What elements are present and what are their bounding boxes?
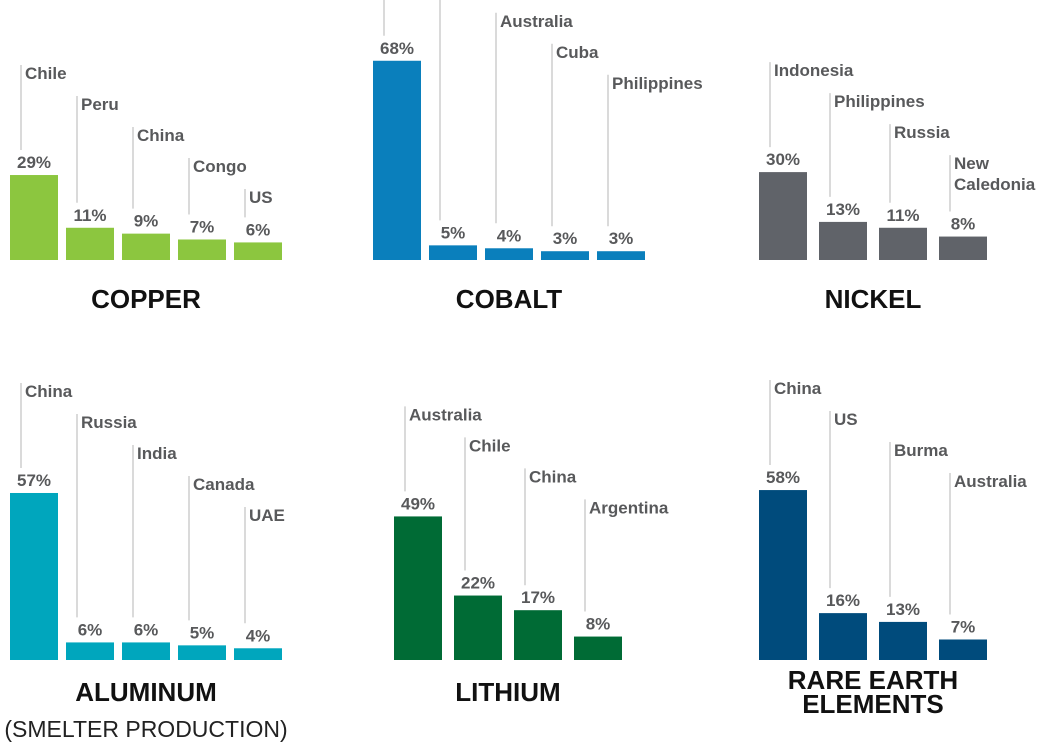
nickel-value-label: 13% — [826, 200, 860, 219]
rare-earth-elements-bar — [759, 490, 807, 660]
lithium-bar — [394, 516, 442, 660]
copper-title: COPPER — [91, 284, 201, 314]
rare-earth-elements-category-label: US — [834, 410, 858, 429]
copper-bar — [178, 239, 226, 260]
aluminum-bar — [66, 642, 114, 660]
copper-value-label: 7% — [190, 217, 215, 236]
lithium-bar — [574, 636, 622, 660]
cobalt-bar — [597, 251, 645, 260]
nickel-value-label: 11% — [886, 206, 919, 225]
cobalt-value-label: 3% — [609, 229, 634, 248]
rare-earth-elements-title: ELEMENTS — [802, 689, 944, 719]
copper-category-label: US — [249, 188, 273, 207]
cobalt-category-label: Australia — [500, 12, 573, 31]
lithium-category-label: Chile — [469, 436, 511, 455]
cobalt-category-label: Philippines — [612, 74, 703, 93]
nickel-value-label: 8% — [951, 215, 976, 234]
aluminum-category-label: India — [137, 444, 177, 463]
copper-category-label: Peru — [81, 95, 119, 114]
cobalt-bar — [485, 248, 533, 260]
lithium-category-label: Argentina — [589, 498, 669, 517]
copper-category-label: Chile — [25, 64, 67, 83]
copper-bar — [66, 227, 114, 260]
cobalt-bar — [373, 60, 421, 261]
rare-earth-elements-value-label: 58% — [766, 468, 800, 487]
lithium-bar — [514, 610, 562, 660]
nickel-bar — [759, 172, 807, 260]
aluminum-category-label: China — [25, 382, 73, 401]
cobalt-value-label: 4% — [497, 226, 522, 245]
aluminum-value-label: 57% — [17, 471, 51, 490]
copper-category-label: Congo — [193, 157, 247, 176]
lithium-value-label: 49% — [401, 494, 435, 513]
aluminum-value-label: 4% — [246, 626, 271, 645]
lithium-category-label: China — [529, 467, 577, 486]
aluminum-category-label: Canada — [193, 475, 255, 494]
aluminum-value-label: 5% — [190, 623, 215, 642]
nickel-category-label: Philippines — [834, 92, 925, 111]
aluminum-bar — [10, 492, 58, 660]
lithium-value-label: 22% — [461, 574, 495, 593]
aluminum-value-label: 6% — [78, 620, 103, 639]
rare-earth-elements-value-label: 13% — [886, 600, 920, 619]
nickel-title: NICKEL — [825, 284, 922, 314]
cobalt-value-label: 68% — [380, 39, 414, 58]
cobalt-title: COBALT — [456, 284, 563, 314]
nickel-bar — [819, 221, 867, 260]
rare-earth-elements-category-label: China — [774, 379, 822, 398]
lithium-value-label: 17% — [521, 588, 555, 607]
copper-value-label: 11% — [73, 206, 106, 225]
aluminum-category-label: UAE — [249, 506, 285, 525]
nickel-bar — [879, 227, 927, 260]
aluminum-title: ALUMINUM — [75, 677, 217, 707]
copper-bar — [122, 233, 170, 260]
rare-earth-elements-category-label: Burma — [894, 441, 948, 460]
lithium-title: LITHIUM — [455, 677, 560, 707]
rare-earth-elements-bar — [939, 639, 987, 660]
rare-earth-elements-bar — [819, 613, 867, 660]
cobalt-bar — [541, 251, 589, 260]
copper-value-label: 9% — [134, 212, 159, 231]
rare-earth-elements-category-label: Australia — [954, 472, 1027, 491]
lithium-category-label: Australia — [409, 405, 482, 424]
nickel-category-label: Indonesia — [774, 61, 854, 80]
lithium-value-label: 8% — [586, 615, 611, 634]
aluminum-bar — [178, 645, 226, 660]
aluminum-bar — [234, 648, 282, 660]
rare-earth-elements-title: RARE EARTH — [788, 665, 958, 695]
nickel-bar — [939, 236, 987, 260]
nickel-category-label: New — [954, 154, 990, 173]
aluminum-category-label: Russia — [81, 413, 137, 432]
nickel-value-label: 30% — [766, 150, 800, 169]
cobalt-bar — [429, 245, 477, 260]
copper-value-label: 29% — [17, 153, 51, 172]
lithium-bar — [454, 595, 502, 660]
cobalt-category-label: Cuba — [556, 43, 599, 62]
aluminum-value-label: 6% — [134, 620, 159, 639]
copper-bar — [10, 175, 58, 260]
nickel-category-label: Caledonia — [954, 175, 1036, 194]
copper-value-label: 6% — [246, 220, 271, 239]
copper-category-label: China — [137, 126, 185, 145]
cobalt-value-label: 5% — [441, 223, 466, 242]
aluminum-subtitle: (SMELTER PRODUCTION) — [4, 716, 287, 742]
rare-earth-elements-value-label: 16% — [826, 591, 860, 610]
rare-earth-elements-value-label: 7% — [951, 617, 976, 636]
rare-earth-elements-bar — [879, 621, 927, 660]
nickel-category-label: Russia — [894, 123, 950, 142]
aluminum-bar — [122, 642, 170, 660]
cobalt-value-label: 3% — [553, 229, 578, 248]
copper-bar — [234, 242, 282, 260]
